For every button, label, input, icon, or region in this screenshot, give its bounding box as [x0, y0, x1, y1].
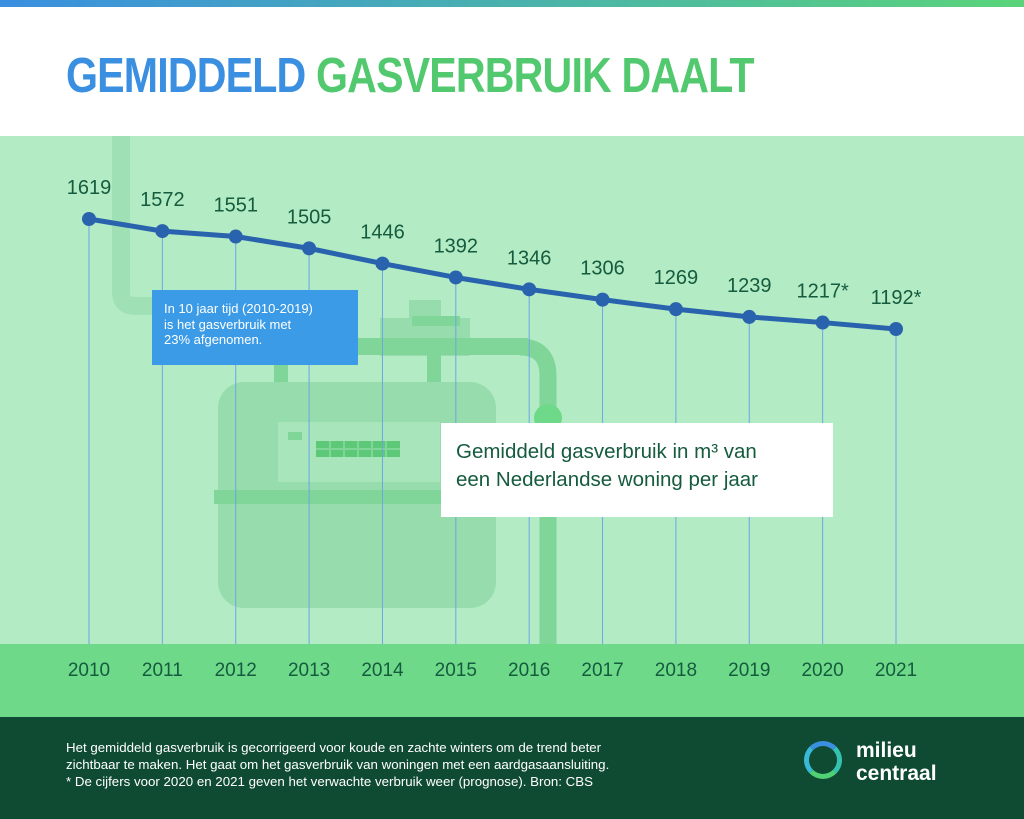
legend-line-2: een Nederlandse woning per jaar: [456, 468, 759, 491]
data-label-2011: 1572: [140, 189, 185, 211]
data-label-2010: 1619: [67, 177, 112, 199]
x-tick-2020: 2020: [801, 660, 843, 681]
data-point-2017: [595, 292, 610, 307]
footer-note-1: Het gemiddeld gasverbruik is gecorrigeer…: [66, 740, 602, 755]
footer-notes: Het gemiddeld gasverbruik is gecorrigeer…: [66, 739, 706, 790]
top-accent-bar: [0, 0, 1024, 7]
footer-note-2: zichtbaar te maken. Het gaat om het gasv…: [66, 757, 610, 772]
data-label-2014: 1446: [360, 222, 405, 244]
data-label-2020: 1217*: [796, 281, 848, 303]
x-tick-2011: 2011: [142, 660, 183, 681]
x-tick-2014: 2014: [361, 660, 404, 681]
data-point-2014: [375, 256, 390, 271]
data-point-2020: [815, 315, 830, 330]
logo-line-1: milieu: [856, 739, 917, 762]
x-tick-2021: 2021: [875, 660, 917, 681]
x-tick-2010: 2010: [68, 660, 110, 681]
data-label-2013: 1505: [287, 206, 332, 228]
logo-line-2: centraal: [856, 762, 937, 785]
x-tick-2018: 2018: [655, 660, 697, 681]
data-label-2015: 1392: [434, 235, 479, 257]
data-point-2019: [742, 309, 757, 324]
data-point-2012: [228, 229, 243, 244]
data-labels: 1619 1572 1551 1505 1446 1392 1346 1306 1269 1239…: [67, 177, 922, 309]
data-label-2019: 1239: [727, 275, 772, 297]
callout-line-3: 23% afgenomen.: [164, 332, 263, 347]
x-axis-tick-labels: 2010 2011 2012 2013 2014 2015 2016 2017 2018 2019…: [68, 660, 917, 681]
x-tick-2012: 2012: [215, 660, 257, 681]
title-part-1: GEMIDDELD: [66, 49, 317, 103]
data-point-2010: [82, 212, 96, 226]
milieu-centraal-logo: milieu centraal: [804, 739, 964, 793]
series-line-layer: [88, 216, 897, 332]
footer: [0, 717, 1024, 819]
data-points: [82, 212, 903, 336]
data-point-2013: [302, 241, 317, 256]
year-axis-band: [0, 644, 1024, 717]
page-title: GEMIDDELD GASVERBRUIK DAALT: [66, 46, 755, 106]
x-tick-2019: 2019: [728, 660, 770, 681]
logo-ring-icon: [804, 741, 842, 779]
footer-note-3: * De cijfers voor 2020 en 2021 geven het…: [66, 774, 593, 789]
data-point-2018: [668, 302, 683, 317]
x-tick-2016: 2016: [508, 660, 550, 681]
chart-legend-box: Gemiddeld gasverbruik in m³ van een Nede…: [441, 423, 833, 517]
data-label-2018: 1269: [654, 267, 699, 289]
x-tick-2013: 2013: [288, 660, 330, 681]
series-line: [88, 216, 897, 332]
title-part-2: GASVERBRUIK DAALT: [316, 49, 755, 103]
data-label-2017: 1306: [580, 258, 625, 280]
chart-background: [0, 136, 1024, 644]
callout-line-1: In 10 jaar tijd (2010-2019): [164, 301, 313, 316]
data-point-2011: [155, 224, 170, 239]
data-point-2021: [889, 322, 903, 336]
callout-line-2: is het gasverbruik met: [164, 316, 292, 332]
legend-line-1: Gemiddeld gasverbruik in m³ van: [456, 440, 757, 463]
data-point-2015: [448, 270, 463, 285]
data-label-2016: 1346: [507, 247, 552, 269]
data-label-2012: 1551: [213, 195, 258, 217]
logo-text: milieu centraal: [856, 739, 937, 785]
data-label-2021: 1192*: [871, 287, 922, 309]
callout-box: In 10 jaar tijd (2010-2019) is het gasve…: [152, 290, 358, 365]
data-point-2016: [522, 282, 537, 297]
x-tick-2017: 2017: [581, 660, 623, 681]
x-tick-2015: 2015: [435, 660, 477, 681]
gas-meter-illustration: [112, 136, 562, 644]
